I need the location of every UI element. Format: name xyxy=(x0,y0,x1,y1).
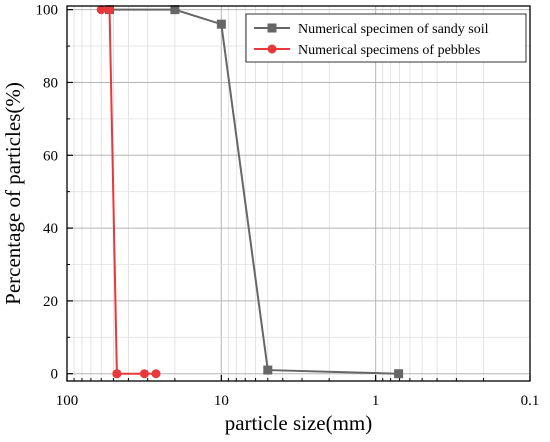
y-tick-label: 0 xyxy=(51,367,59,383)
legend-marker xyxy=(267,44,277,54)
y-tick-label: 40 xyxy=(43,221,58,237)
legend: Numerical specimen of sandy soil Numerica… xyxy=(245,13,527,63)
y-tick-label: 60 xyxy=(43,148,58,164)
series-layer xyxy=(96,5,404,379)
data-point xyxy=(96,5,106,15)
data-point xyxy=(170,5,180,15)
x-axis-title: particle size(mm) xyxy=(225,411,373,435)
plot-frame xyxy=(66,5,531,382)
x-tick-label: 1 xyxy=(372,393,380,409)
legend-label: Numerical specimen of sandy soil xyxy=(298,22,489,37)
data-point xyxy=(139,369,149,379)
grid xyxy=(67,6,530,381)
y-axis-title: Percentage of particles(%) xyxy=(1,82,25,305)
y-tick-label: 20 xyxy=(43,294,58,310)
legend-marker xyxy=(267,23,277,33)
x-tick-label: 0.1 xyxy=(521,393,540,409)
legend-box xyxy=(245,13,527,63)
data-point xyxy=(151,369,161,379)
y-tick-label: 80 xyxy=(43,75,58,91)
data-point xyxy=(394,369,404,379)
data-point xyxy=(263,365,273,375)
legend-label: Numerical specimens of pebbles xyxy=(298,43,480,58)
data-point xyxy=(105,5,115,15)
data-point xyxy=(216,19,226,29)
x-tick-label: 10 xyxy=(214,393,229,409)
y-tick-label: 100 xyxy=(36,3,59,19)
x-tick-labels: 100 10 1 0.1 xyxy=(56,393,540,409)
x-tick-label: 100 xyxy=(56,393,79,409)
y-tick-labels: 0 20 40 60 80 100 xyxy=(36,3,59,383)
axis-ticks xyxy=(66,9,531,381)
data-point xyxy=(112,369,122,379)
